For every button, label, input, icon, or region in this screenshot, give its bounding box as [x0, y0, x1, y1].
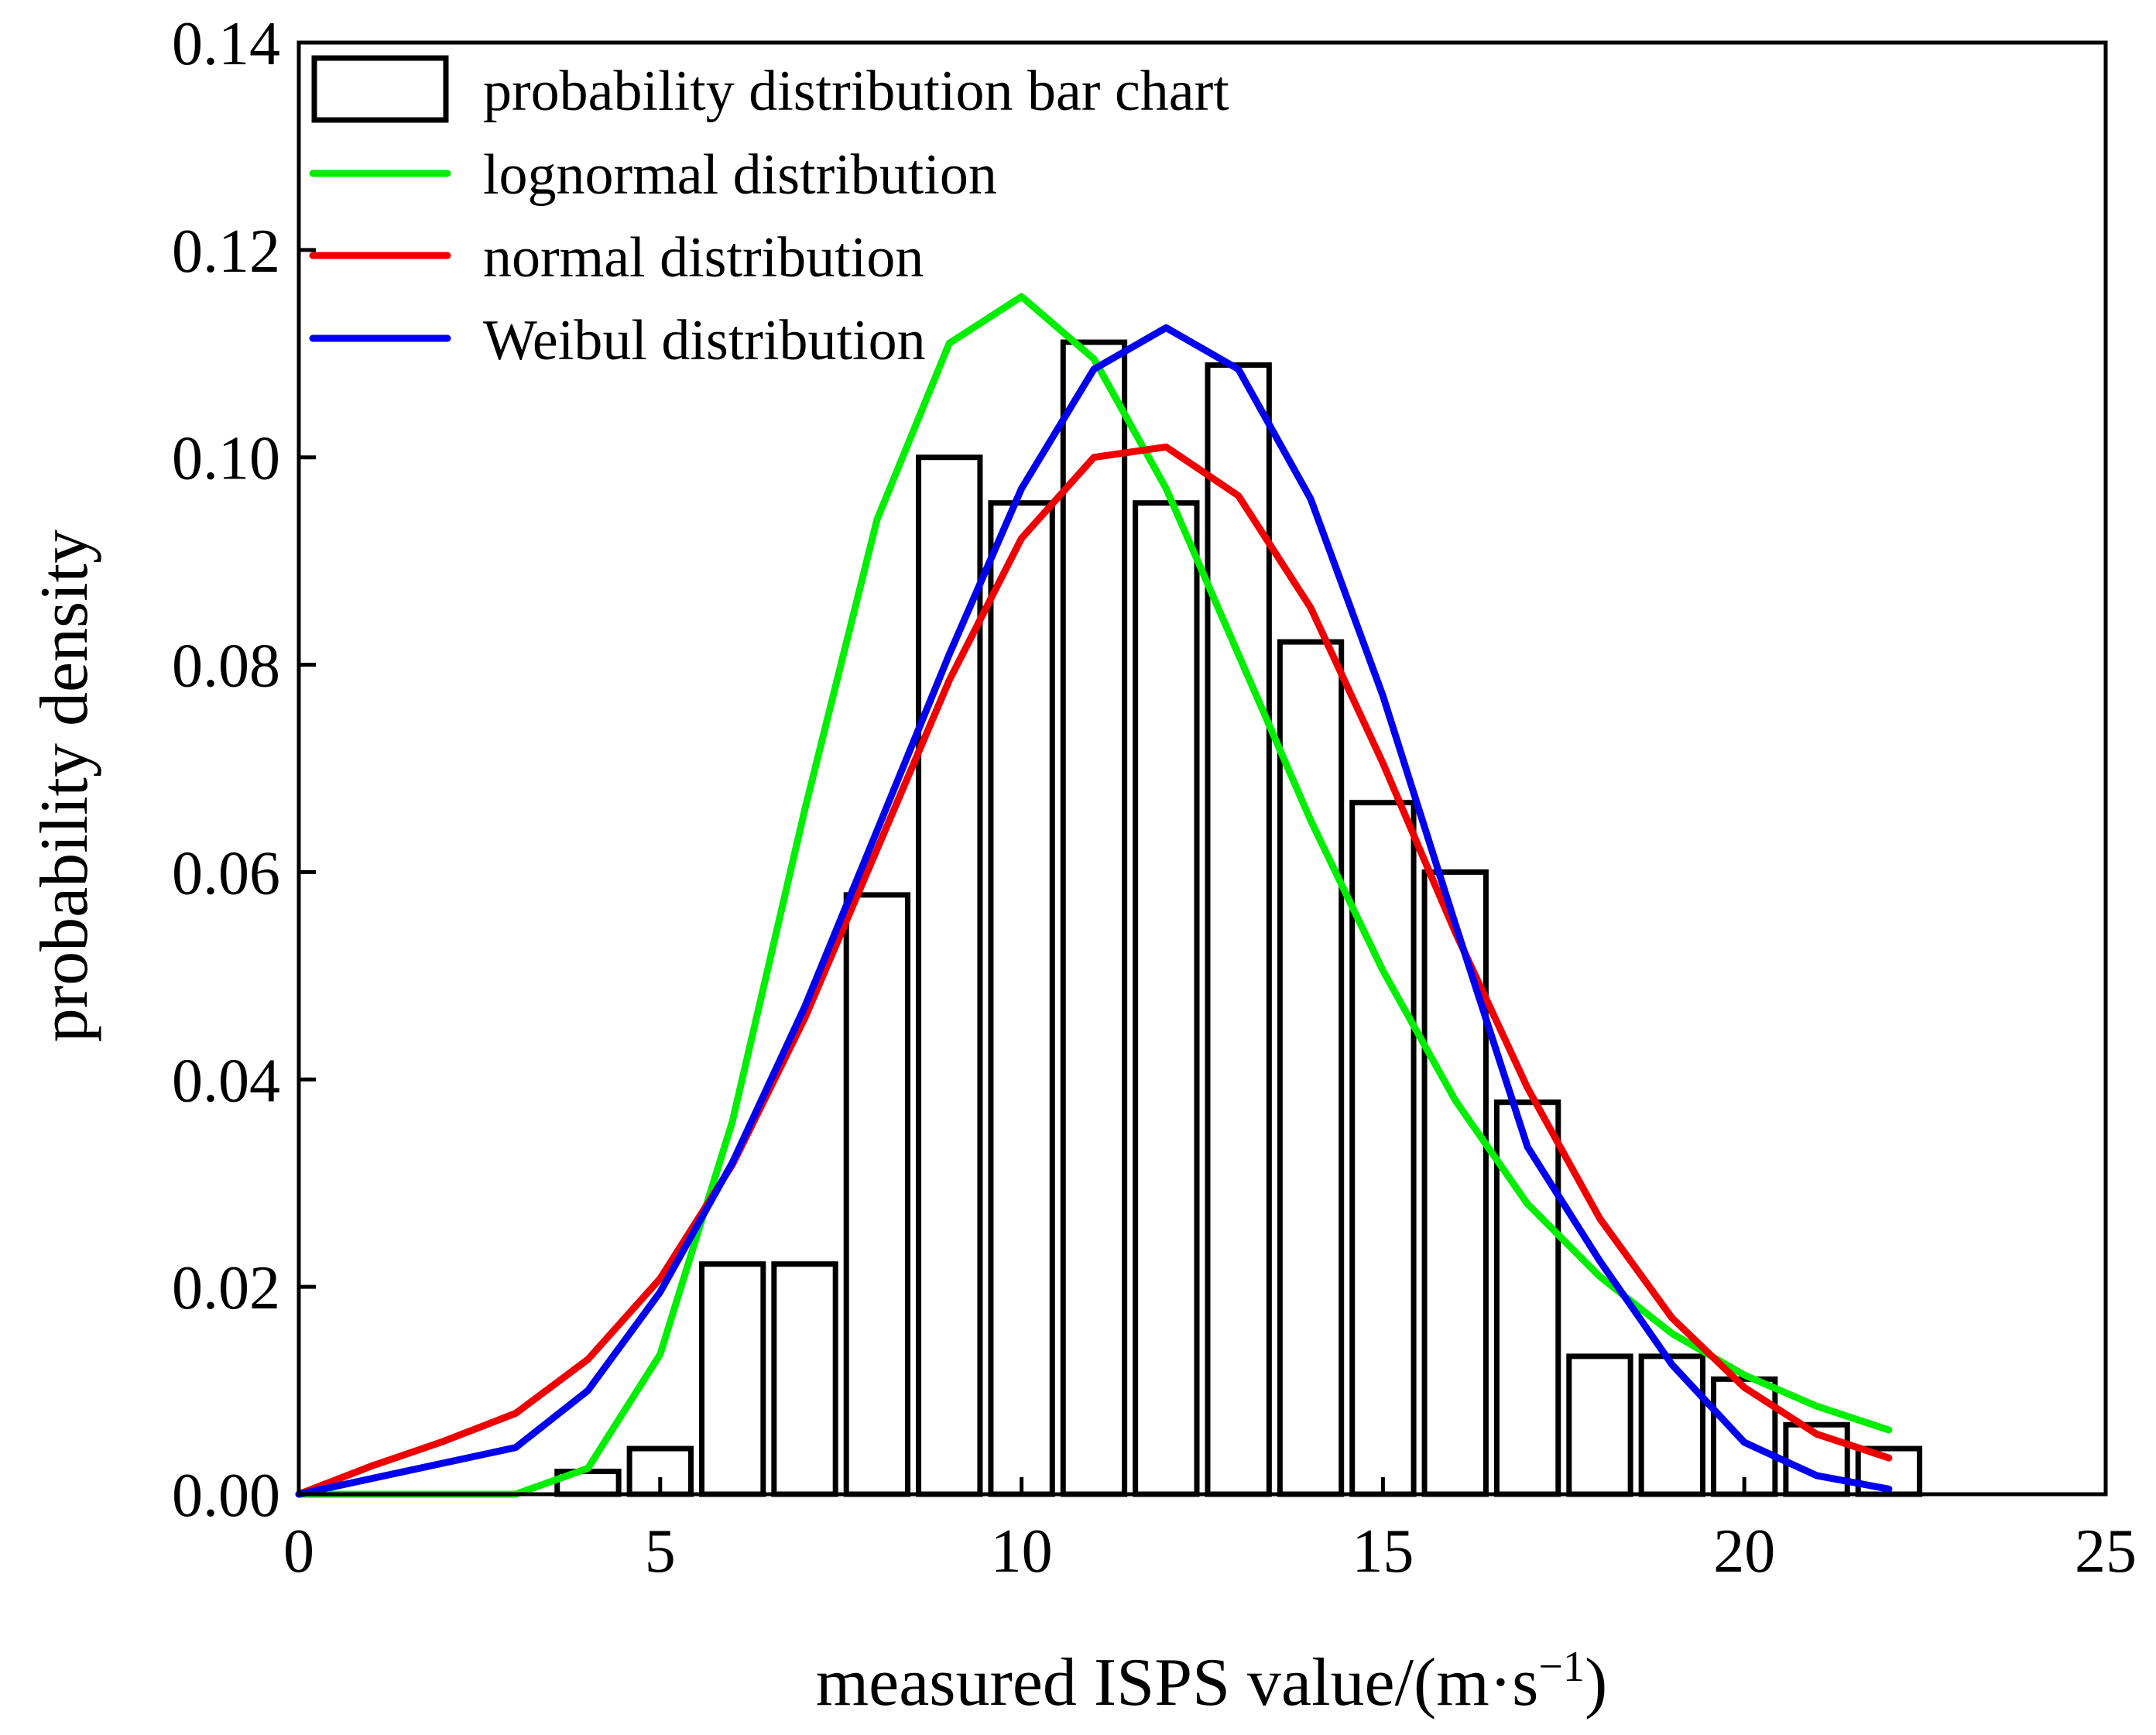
x-tick-label: 15 — [1352, 1517, 1414, 1586]
x-tick-labels: 0 5 10 15 20 25 — [283, 1517, 2137, 1586]
x-tick-label: 5 — [645, 1517, 676, 1586]
axis-ticks — [296, 40, 2108, 1497]
y-tick-label: 0.10 — [172, 425, 280, 493]
legend-label-lognormal: lognormal distribution — [483, 143, 997, 207]
y-tick-label: 0.08 — [172, 633, 280, 701]
histogram-bar — [1133, 500, 1200, 1497]
histogram-bars — [554, 339, 1923, 1497]
y-tick-label: 0.04 — [172, 1047, 280, 1115]
histogram-bar — [1060, 339, 1128, 1497]
x-tick-label: 25 — [2075, 1517, 2137, 1586]
histogram-bar — [1421, 869, 1489, 1497]
legend: probability distribution bar chart logno… — [309, 55, 1229, 372]
x-tick-label: 10 — [991, 1517, 1053, 1586]
x-tick-label: 0 — [283, 1517, 314, 1586]
y-tick-label: 0.00 — [172, 1462, 280, 1530]
histogram-bar — [771, 1261, 838, 1497]
y-axis-title: probability density — [27, 530, 102, 1042]
y-tick-label: 0.02 — [172, 1254, 280, 1322]
series-line-normal — [295, 443, 1893, 1498]
y-tick-label: 0.14 — [172, 10, 280, 78]
histogram-bar — [1349, 800, 1417, 1497]
distribution-curves — [295, 293, 1893, 1498]
histogram-bar — [698, 1261, 766, 1497]
legend-label-histogram: probability distribution bar chart — [483, 60, 1229, 123]
y-tick-labels: 0.00 0.02 0.04 0.06 0.08 0.10 0.12 0.14 — [172, 10, 280, 1530]
histogram-bar — [988, 500, 1055, 1497]
x-axis-title: measured ISPS value/(m·s−1) — [816, 1643, 1608, 1720]
histogram-bar — [843, 892, 911, 1497]
series-line-lognormal — [295, 293, 1893, 1498]
plot-frame — [296, 40, 2108, 1497]
y-tick-label: 0.12 — [172, 218, 280, 286]
histogram-bar — [1711, 1376, 1778, 1497]
histogram-bar — [1566, 1353, 1633, 1497]
x-tick-label: 20 — [1713, 1517, 1775, 1586]
histogram-bar — [1205, 362, 1272, 1497]
histogram-bar — [1638, 1353, 1706, 1497]
histogram-bar — [1493, 1099, 1561, 1497]
legend-label-weibull: Weibul distribution — [483, 309, 926, 372]
legend-label-normal: normal distribution — [483, 226, 924, 290]
legend-swatch-histogram — [311, 55, 449, 123]
series-line-weibul — [295, 324, 1893, 1498]
y-tick-label: 0.06 — [172, 839, 280, 907]
